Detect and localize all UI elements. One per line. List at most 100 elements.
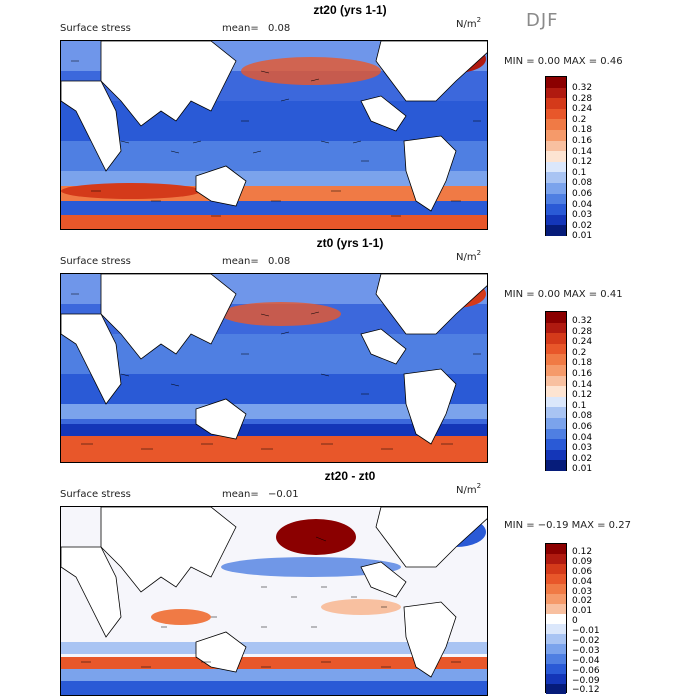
- panel-3-tick: −0.12: [572, 685, 600, 696]
- panel-1-tick: 0.08: [572, 178, 593, 189]
- panel-1-swatch: [546, 98, 566, 109]
- panel-2-tick: 0.01: [572, 464, 593, 475]
- panel-1-swatch: [546, 87, 566, 99]
- panel-3-tick: 0.09: [572, 556, 593, 567]
- panel-3-tick: 0.03: [572, 586, 593, 597]
- panel-2-mean-label: mean=: [222, 256, 259, 267]
- panel-1-tick: 0.24: [572, 104, 593, 115]
- panel-3-tick: 0.01: [572, 606, 593, 617]
- panel-3-swatch: [546, 644, 566, 654]
- panel-1-colorbar: [545, 76, 567, 236]
- panel-2-field-label: Surface stress: [60, 256, 131, 267]
- panel-3-swatch: [546, 674, 566, 684]
- panel-2-swatch: [546, 312, 566, 323]
- panel-2-swatch: [546, 460, 566, 471]
- panel-2-tick: 0.16: [572, 368, 593, 379]
- panel-1-tick: 0.28: [572, 93, 593, 104]
- panel-3-field-label: Surface stress: [60, 489, 131, 500]
- panel-3-tick: −0.04: [572, 655, 600, 666]
- panel-3-tick: −0.09: [572, 675, 600, 686]
- panel-2-tick: 0.06: [572, 421, 593, 432]
- panel-3-swatch: [546, 574, 566, 584]
- panel-2-title: zt0 (yrs 1-1): [316, 236, 384, 250]
- panel-1-field-label: Surface stress: [60, 23, 131, 34]
- panel-3-swatch: [546, 564, 566, 574]
- panel-1-arrows: [71, 60, 481, 217]
- panel-1-swatch: [546, 119, 566, 130]
- panel-2-units-sup: 2: [476, 249, 482, 257]
- panel-3-tick: 0.04: [572, 576, 593, 587]
- panel-3-tick: −0.01: [572, 626, 600, 637]
- panel-1-swatch: [546, 161, 566, 173]
- panel-3-swatch: [546, 584, 566, 594]
- panel-1-tick: 0.16: [572, 135, 593, 146]
- panel-1-swatch: [546, 204, 566, 215]
- panel-1-tick: 0.02: [572, 220, 593, 231]
- panel-2-minmax: MIN = 0.00 MAX = 0.41: [504, 289, 623, 300]
- panel-1-swatch: [546, 172, 566, 183]
- panel-1-swatch: [546, 182, 566, 194]
- panel-3-map: [60, 506, 488, 696]
- panel-1-title: zt20 (yrs 1-1): [313, 3, 387, 17]
- panel-3-tick: 0: [572, 616, 578, 627]
- panel-1-units: N/m2: [456, 16, 482, 30]
- panel-2-swatch: [546, 375, 566, 387]
- panel-1-tick: 0.06: [572, 188, 593, 199]
- panel-3-swatch: [546, 594, 566, 604]
- panel-2-tick: 0.02: [572, 453, 593, 464]
- panel-3-colorbar: [545, 543, 567, 694]
- panel-3-title: zt20 - zt0: [324, 469, 376, 483]
- panel-2-map-svg: [61, 274, 487, 462]
- panel-1-mean-value: 0.08: [268, 23, 291, 34]
- panel-3-tick: 0.12: [572, 547, 593, 557]
- panel-1-tick: 0.1: [572, 167, 587, 178]
- panel-3-tick: −0.03: [572, 645, 600, 656]
- panel-1-mean-label: mean=: [222, 23, 259, 34]
- panel-2-swatch: [546, 449, 566, 461]
- panel-2-swatch: [546, 354, 566, 365]
- panel-2-swatch: [546, 439, 566, 450]
- panel-2-units: N/m2: [456, 249, 482, 263]
- panel-2-mean-value: 0.08: [268, 256, 291, 267]
- panel-2-tick: 0.24: [572, 337, 593, 348]
- panel-2-units-text: N/m: [456, 252, 477, 263]
- panel-1-tick: 0.04: [572, 199, 593, 210]
- panel-3-swatch: [546, 604, 566, 614]
- panel-3-units-text: N/m: [456, 485, 477, 496]
- panel-1-units-sup: 2: [476, 16, 482, 24]
- panel-2-tick: 0.14: [572, 379, 593, 390]
- panel-2-swatch: [546, 407, 566, 418]
- panel-3-tick: 0.02: [572, 596, 593, 607]
- panel-3-tick: −0.02: [572, 636, 600, 647]
- panel-2-tick: 0.04: [572, 432, 593, 443]
- panel-2-tick: 0.08: [572, 411, 593, 422]
- panel-3-swatch: [546, 654, 566, 664]
- panel-2-tick: 0.28: [572, 326, 593, 337]
- panel-2-tick: 0.32: [572, 316, 593, 326]
- panel-1-tick: 0.03: [572, 210, 593, 221]
- panel-1-tick: 0.14: [572, 146, 593, 157]
- panel-1-swatch: [546, 193, 566, 205]
- panel-1-swatch: [546, 151, 566, 162]
- panel-1-tick: 0.01: [572, 231, 593, 242]
- panel-3-arrows: [81, 536, 461, 668]
- panel-2-colorbar: [545, 311, 567, 471]
- panel-2-swatch: [546, 364, 566, 376]
- panel-3-swatch: [546, 544, 566, 554]
- panel-1-tick: 0.32: [572, 83, 593, 93]
- panel-1-minmax: MIN = 0.00 MAX = 0.46: [504, 56, 623, 67]
- panel-3-mean-label: mean=: [222, 489, 259, 500]
- panel-1-tick: 0.18: [572, 125, 593, 136]
- panel-1-colorbar-ticks: 0.32 0.28 0.24 0.2 0.18 0.16 0.14 0.12 0…: [572, 83, 592, 242]
- panel-2-tick: 0.12: [572, 390, 593, 401]
- panel-2-swatch: [546, 333, 566, 344]
- panel-1-tick: 0.12: [572, 157, 593, 168]
- panel-1-tick: 0.2: [572, 114, 587, 125]
- panel-2-swatch: [546, 386, 566, 397]
- panel-2-swatch: [546, 322, 566, 334]
- panel-3-swatch: [546, 554, 566, 564]
- panel-2-tick: 0.03: [572, 443, 593, 454]
- panel-1-swatch: [546, 129, 566, 141]
- panel-1-units-text: N/m: [456, 19, 477, 30]
- panel-3-map-svg: [61, 507, 487, 695]
